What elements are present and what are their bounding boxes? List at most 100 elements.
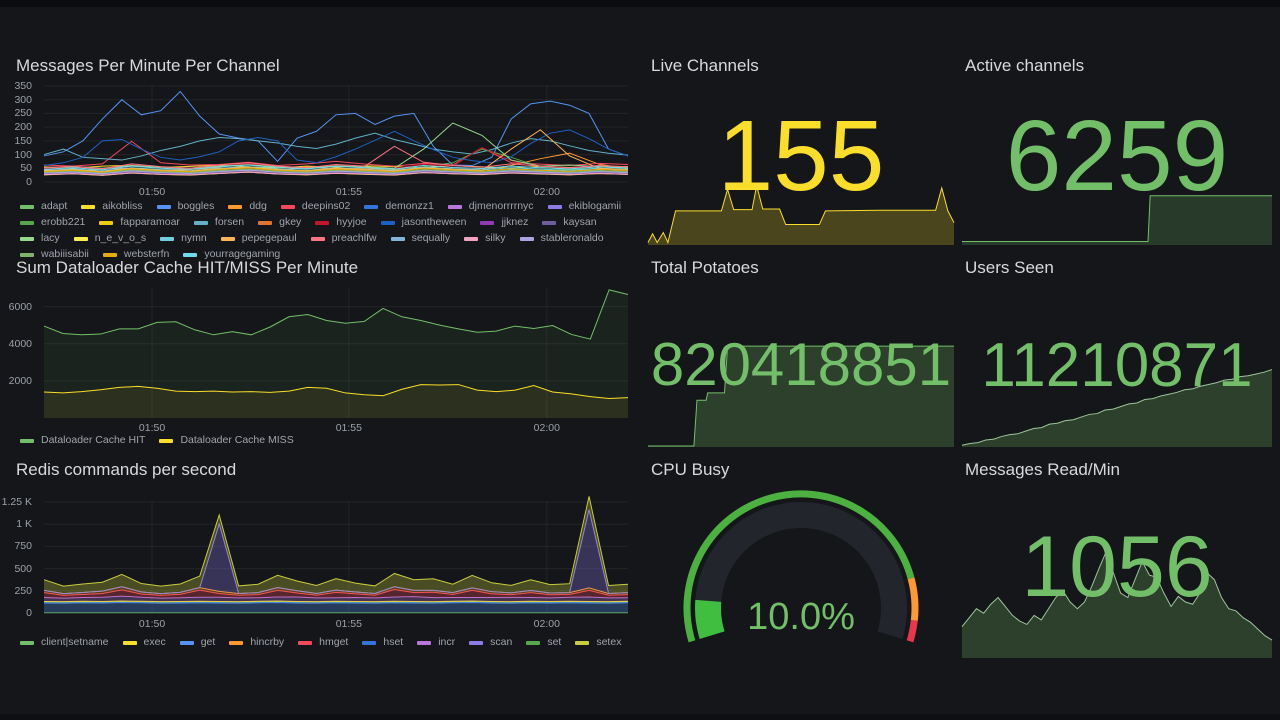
series-name: gkey — [279, 216, 302, 228]
legend-item-websterfn[interactable]: websterfn — [102, 248, 170, 261]
series-color-swatch — [480, 220, 495, 225]
series-color-swatch — [547, 204, 562, 209]
legend-item-adapt[interactable]: adapt — [20, 200, 67, 213]
legend-item-set[interactable]: set — [526, 636, 561, 649]
x-axis: 01:50 01:55 02:00 — [44, 420, 628, 434]
legend-item-djmenorrrrnyc[interactable]: djmenorrrrnyc — [447, 200, 534, 213]
legend-item-nymn[interactable]: nymn — [160, 232, 207, 245]
series-color-swatch — [464, 236, 479, 241]
legend-item-wabiiisabii[interactable]: wabiiisabii — [20, 248, 89, 261]
legend-item-jasontheween[interactable]: jasontheween — [380, 216, 466, 229]
series-color-swatch — [526, 640, 541, 645]
legend-item-client-setname[interactable]: client|setname — [20, 636, 109, 649]
legend-item-exec[interactable]: exec — [122, 636, 166, 649]
series-color-swatch — [73, 236, 88, 241]
series-name: set — [547, 636, 562, 648]
series-name: hset — [383, 636, 404, 648]
stacked-area-chart[interactable] — [44, 502, 628, 613]
legend-item-ddg[interactable]: ddg — [228, 200, 267, 213]
legend-item-hincrby[interactable]: hincrby — [229, 636, 284, 649]
letterbox-top — [0, 0, 1280, 7]
legend-item-gkey[interactable]: gkey — [258, 216, 301, 229]
stat-value: 155 — [717, 100, 885, 212]
panel-title[interactable]: Redis commands per second — [16, 460, 237, 479]
legend-item-boggles[interactable]: boggles — [156, 200, 214, 213]
series-color-swatch — [20, 640, 34, 645]
panel-live-channels: Live Channels 155 — [648, 48, 954, 245]
legend-item-setex[interactable]: setex — [575, 636, 621, 649]
y-tick-label: 1 K — [16, 518, 32, 531]
series-color-swatch — [362, 640, 377, 645]
legend-item-preachlfw[interactable]: preachlfw — [310, 232, 377, 245]
legend-item-silky[interactable]: silky — [464, 232, 506, 245]
legend-item-hmget[interactable]: hmget — [298, 636, 348, 649]
x-tick-label: 01:50 — [138, 422, 166, 434]
panel-title[interactable]: Total Potatoes — [651, 258, 759, 277]
series-color-swatch — [390, 236, 405, 241]
series-name: hincrby — [250, 636, 285, 648]
series-color-swatch — [364, 204, 379, 209]
panel-title[interactable]: Live Channels — [651, 56, 759, 75]
legend-item-jjknez[interactable]: jjknez — [480, 216, 528, 229]
panel-title[interactable]: CPU Busy — [651, 460, 730, 479]
timeseries-chart[interactable] — [44, 86, 628, 182]
series-color-swatch — [542, 220, 557, 225]
x-axis: 01:50 01:55 02:00 — [44, 616, 628, 630]
series-name: jjknez — [501, 216, 529, 228]
series-name: fapparamoar — [120, 216, 180, 228]
series-name: erobb221 — [41, 216, 86, 228]
legend-item-hyyjoe[interactable]: hyyjoe — [315, 216, 367, 229]
panel-title[interactable]: Messages Read/Min — [965, 460, 1120, 479]
legend-item-aikobliss[interactable]: aikobliss — [81, 200, 143, 213]
legend-item-get[interactable]: get — [179, 636, 215, 649]
series-name: djmenorrrrnyc — [468, 200, 534, 212]
legend-item-scan[interactable]: scan — [469, 636, 512, 649]
series-color-swatch — [220, 236, 235, 241]
series-color-swatch — [159, 438, 174, 443]
y-tick-label: 150 — [14, 134, 32, 147]
legend-item-pepegepaul[interactable]: pepegepaul — [220, 232, 297, 245]
series-name: websterfn — [123, 248, 170, 260]
panel-title[interactable]: Messages Per Minute Per Channel — [16, 56, 280, 75]
legend-item-demonzz1[interactable]: demonzz1 — [364, 200, 434, 213]
legend-item-n-e-v-o-s[interactable]: n_e_v_o_s — [73, 232, 146, 245]
series-name: wabiiisabii — [41, 248, 89, 260]
panel-title[interactable]: Users Seen — [965, 258, 1054, 277]
stat-value: 11210871 — [981, 331, 1253, 400]
series-name: yourragegaming — [204, 248, 281, 260]
series-name: stableronaldo — [540, 232, 604, 244]
x-tick-label: 01:55 — [335, 618, 362, 630]
legend-item-ekiblogamii[interactable]: ekiblogamii — [547, 200, 621, 213]
series-color-swatch — [519, 236, 534, 241]
gauge-value: 10.0% — [747, 596, 855, 638]
legend-item-lacy[interactable]: lacy — [20, 232, 60, 245]
panel-title[interactable]: Sum Dataloader Cache HIT/MISS Per Minute — [16, 258, 359, 277]
y-tick-label: 0 — [26, 607, 32, 619]
series-name: forsen — [214, 216, 245, 228]
legend-item-hset[interactable]: hset — [362, 636, 403, 649]
legend-item-sequally[interactable]: sequally — [390, 232, 450, 245]
timeseries-chart[interactable] — [44, 288, 628, 418]
legend-item-deepins02[interactable]: deepins02 — [280, 200, 350, 213]
gauge — [683, 490, 919, 643]
legend-item-forsen[interactable]: forsen — [193, 216, 245, 229]
legend-item-yourragegaming[interactable]: yourragegaming — [183, 248, 280, 261]
y-tick-label: 300 — [14, 93, 32, 106]
series-color-swatch — [229, 640, 244, 645]
legend-item-fapparamoar[interactable]: fapparamoar — [99, 216, 180, 229]
legend-item-dataloader-cache-hit[interactable]: Dataloader Cache HIT — [20, 434, 145, 447]
legend-item-incr[interactable]: incr — [417, 636, 455, 649]
y-tick-label: 500 — [14, 562, 32, 575]
stat-value: 6259 — [1005, 100, 1229, 212]
panel-title[interactable]: Active channels — [965, 56, 1085, 75]
series-name: hmget — [319, 636, 349, 648]
legend-item-kaysan[interactable]: kaysan — [542, 216, 597, 229]
legend-item-erobb221[interactable]: erobb221 — [20, 216, 85, 229]
series-color-swatch — [380, 220, 395, 225]
series-color-swatch — [160, 236, 175, 241]
legend-item-dataloader-cache-miss[interactable]: Dataloader Cache MISS — [159, 434, 294, 447]
sparkline — [962, 187, 1272, 245]
series-color-swatch — [417, 640, 432, 645]
series-color-swatch — [81, 204, 96, 209]
legend-item-stableronaldo[interactable]: stableronaldo — [519, 232, 604, 245]
